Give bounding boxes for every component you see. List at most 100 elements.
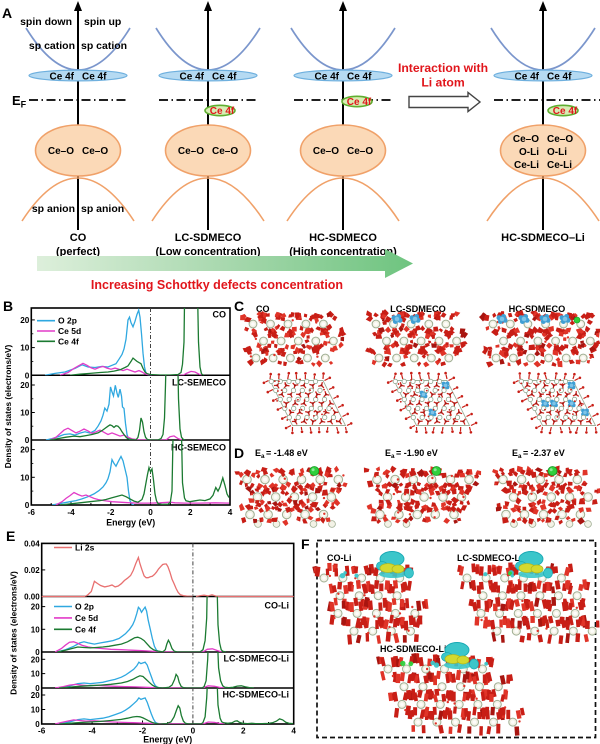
svg-text:20: 20 <box>31 603 40 612</box>
svg-text:0.04: 0.04 <box>24 539 40 548</box>
svg-text:2: 2 <box>241 727 246 736</box>
svg-text:Ce 4f: Ce 4f <box>58 336 79 346</box>
svg-text:-2: -2 <box>107 508 115 517</box>
svg-text:HC-SDMECO–Li: HC-SDMECO–Li <box>501 232 585 244</box>
svg-text:20: 20 <box>31 691 40 700</box>
svg-text:Li atom: Li atom <box>421 76 464 90</box>
svg-text:Ce 4f: Ce 4f <box>315 72 340 83</box>
svg-text:HC-SDMECO-Li: HC-SDMECO-Li <box>380 644 447 654</box>
svg-text:4: 4 <box>291 727 296 736</box>
svg-text:-6: -6 <box>38 727 46 736</box>
svg-text:-4: -4 <box>67 508 75 517</box>
svg-text:0.00: 0.00 <box>24 593 40 602</box>
svg-text:10: 10 <box>31 670 40 679</box>
svg-text:Ce 4f: Ce 4f <box>347 97 372 108</box>
svg-text:Interaction with: Interaction with <box>398 61 488 75</box>
svg-text:20: 20 <box>20 446 30 455</box>
svg-text:HC-SDMECO-Li: HC-SDMECO-Li <box>223 690 290 700</box>
svg-text:Ce-Li: Ce-Li <box>514 160 539 171</box>
svg-text:Density of states (electrons/e: Density of states (electrons/eV) <box>9 571 19 695</box>
svg-text:Ce 4f: Ce 4f <box>82 72 107 83</box>
svg-text:Ce–O: Ce–O <box>313 146 339 157</box>
svg-text:2: 2 <box>188 508 193 517</box>
svg-text:CO: CO <box>70 232 87 244</box>
svg-text:LC-SDMECO-Li: LC-SDMECO-Li <box>224 654 290 664</box>
svg-text:Ce–O: Ce–O <box>513 134 539 145</box>
svg-text:sp anion: sp anion <box>81 203 124 215</box>
svg-text:Li 2s: Li 2s <box>75 543 95 553</box>
svg-text:A: A <box>2 5 12 21</box>
svg-text:B: B <box>3 298 13 314</box>
svg-text:LC-SDMECO: LC-SDMECO <box>175 232 242 244</box>
svg-text:LC-SDMECO-Li: LC-SDMECO-Li <box>457 553 523 563</box>
svg-text:4: 4 <box>228 508 233 517</box>
svg-text:10: 10 <box>20 344 30 353</box>
svg-text:Ce 4f: Ce 4f <box>212 72 237 83</box>
svg-text:0: 0 <box>25 501 30 510</box>
svg-text:HC-SDMECO: HC-SDMECO <box>509 304 566 314</box>
svg-text:Increasing Schottky defects co: Increasing Schottky defects concentratio… <box>91 278 343 292</box>
svg-text:0: 0 <box>191 727 196 736</box>
svg-text:-4: -4 <box>88 727 96 736</box>
svg-text:10: 10 <box>20 409 30 418</box>
svg-text:= -2.37 eV: = -2.37 eV <box>523 448 565 458</box>
svg-text:Density of states (electrons/e: Density of states (electrons/eV) <box>3 344 13 468</box>
svg-text:O 2p: O 2p <box>58 316 77 326</box>
svg-text:CO: CO <box>213 310 227 320</box>
svg-text:-6: -6 <box>28 508 36 517</box>
svg-text:= -1.90 eV: = -1.90 eV <box>396 448 438 458</box>
svg-text:CO-Li: CO-Li <box>265 601 290 611</box>
svg-text:D: D <box>234 445 244 461</box>
svg-text:O 2p: O 2p <box>75 602 94 612</box>
svg-text:= -1.48 eV: = -1.48 eV <box>266 448 308 458</box>
svg-text:20: 20 <box>31 655 40 664</box>
svg-text:Ce–O: Ce–O <box>547 134 573 145</box>
svg-text:0: 0 <box>35 648 40 657</box>
svg-text:CO: CO <box>256 304 270 314</box>
svg-text:Ce 4f: Ce 4f <box>347 72 372 83</box>
svg-text:20: 20 <box>20 316 30 325</box>
svg-text:Ce 4f: Ce 4f <box>75 624 96 634</box>
svg-text:Ce 4f: Ce 4f <box>50 72 75 83</box>
svg-text:Ce–O: Ce–O <box>178 146 204 157</box>
svg-text:spin down: spin down <box>20 16 72 28</box>
svg-text:LC-SDMECO: LC-SDMECO <box>390 304 446 314</box>
svg-text:0: 0 <box>148 508 153 517</box>
svg-text:LC-SEMECO: LC-SEMECO <box>172 378 226 388</box>
svg-text:0.02: 0.02 <box>24 566 40 575</box>
svg-text:(perfect): (perfect) <box>56 246 100 258</box>
svg-text:O-Li: O-Li <box>547 147 567 158</box>
svg-text:O-Li: O-Li <box>519 147 539 158</box>
svg-text:C: C <box>234 298 244 314</box>
svg-text:Ce–O: Ce–O <box>212 146 238 157</box>
svg-text:10: 10 <box>20 473 30 482</box>
svg-text:Ce 4f: Ce 4f <box>547 72 572 83</box>
svg-text:HC-SEMECO: HC-SEMECO <box>171 443 226 453</box>
svg-text:Ce 4f: Ce 4f <box>180 72 205 83</box>
svg-text:spin up: spin up <box>84 16 121 28</box>
svg-text:20: 20 <box>20 381 30 390</box>
svg-text:sp anion: sp anion <box>32 203 75 215</box>
svg-text:Ce 5d: Ce 5d <box>58 326 81 336</box>
svg-text:Ce–O: Ce–O <box>82 146 108 157</box>
svg-text:CO-Li: CO-Li <box>327 553 352 563</box>
svg-text:Ea: Ea <box>255 448 265 460</box>
svg-text:Ce-Li: Ce-Li <box>547 160 572 171</box>
svg-text:F: F <box>301 536 310 552</box>
svg-text:Ce 4f: Ce 4f <box>553 106 578 117</box>
svg-text:HC-SDMECO: HC-SDMECO <box>309 232 377 244</box>
svg-text:10: 10 <box>31 625 40 634</box>
svg-text:E: E <box>6 528 15 544</box>
svg-text:Ce 5d: Ce 5d <box>75 613 98 623</box>
svg-text:(High concentration): (High concentration) <box>289 246 397 258</box>
svg-text:Energy (eV): Energy (eV) <box>106 518 155 528</box>
svg-text:0: 0 <box>25 436 30 445</box>
svg-text:-2: -2 <box>139 727 147 736</box>
svg-text:Ce–O: Ce–O <box>48 146 74 157</box>
svg-text:Ea: Ea <box>385 448 395 460</box>
svg-text:Ce 4f: Ce 4f <box>515 72 540 83</box>
svg-text:Ce 4f: Ce 4f <box>210 106 235 117</box>
svg-text:0: 0 <box>35 720 40 729</box>
svg-text:Energy (eV): Energy (eV) <box>143 734 192 744</box>
svg-text:Ce–O: Ce–O <box>347 146 373 157</box>
